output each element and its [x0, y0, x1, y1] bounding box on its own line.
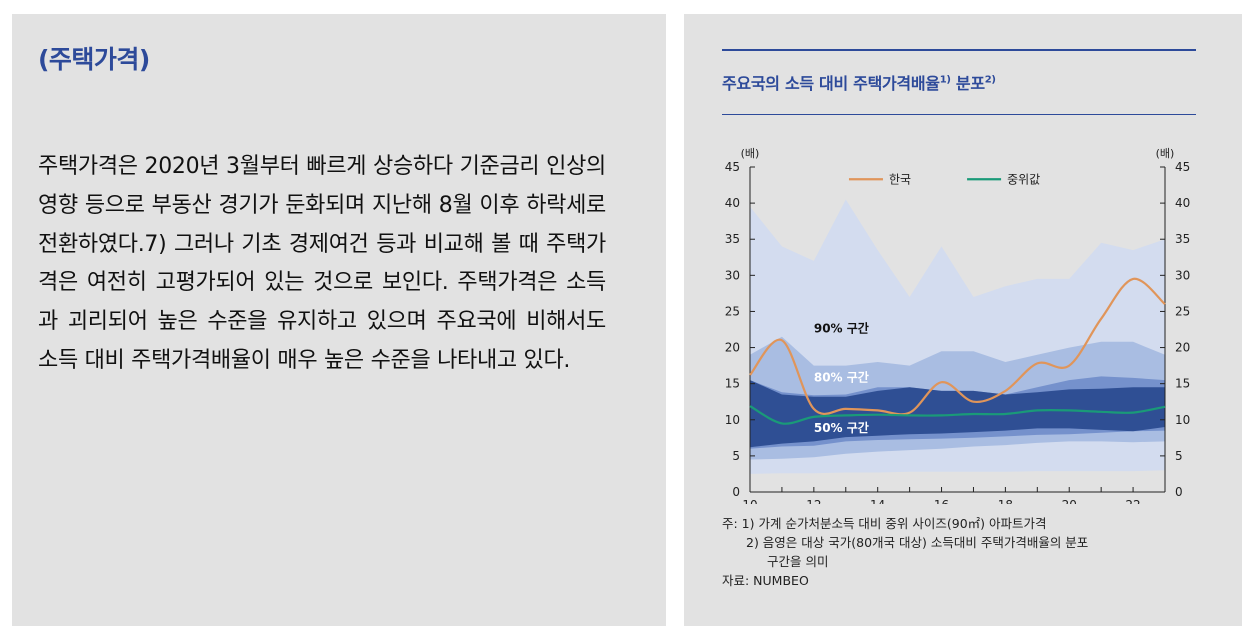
y-tick-label-right: 40 — [1175, 196, 1190, 210]
chart-title-footnote-1: 1) — [939, 74, 951, 86]
band-label-80: 80% 구간 — [814, 370, 869, 385]
band-label-50: 50% 구간 — [814, 420, 869, 435]
y-tick-label-right: 25 — [1175, 304, 1190, 318]
y-tick-label-left: 10 — [725, 413, 740, 427]
legend-korea-label: 한국 — [889, 172, 911, 186]
chart-lines — [749, 277, 1166, 425]
x-tick-label: 16 — [934, 498, 949, 504]
y-tick-label-right: 30 — [1175, 268, 1190, 282]
y-tick-label-left: 40 — [725, 196, 740, 210]
text-panel: (주택가격) 주택가격은 2020년 3월부터 빠르게 상승하다 기준금리 인상… — [12, 14, 666, 626]
y-tick-label-left: 20 — [725, 341, 740, 355]
y-tick-label-right: 45 — [1175, 160, 1190, 174]
body-paragraph: 주택가격은 2020년 3월부터 빠르게 상승하다 기준금리 인상의 영향 등으… — [38, 154, 606, 373]
korea-line — [749, 277, 1166, 416]
y-tick-label-left: 5 — [732, 449, 740, 463]
y-tick-label-right: 35 — [1175, 232, 1190, 246]
x-tick-label: 18 — [998, 498, 1013, 504]
x-tick-label: 22 — [1125, 498, 1140, 504]
source-note: 자료: NUMBEO — [722, 573, 809, 588]
y-tick-label-right: 15 — [1175, 377, 1190, 391]
x-tick-label: 10 — [742, 498, 757, 504]
y-tick-label-right: 20 — [1175, 341, 1190, 355]
note-2-cont: 구간을 의미 — [767, 554, 829, 569]
x-tick-label: 20 — [1062, 498, 1077, 504]
band-label-90: 90% 구간 — [814, 320, 869, 335]
chart-labels: 90% 구간 80% 구간 50% 구간 — [814, 320, 869, 435]
y-tick-label-right: 10 — [1175, 413, 1190, 427]
y-tick-label-left: 30 — [725, 268, 740, 282]
median-line — [749, 405, 1166, 425]
y-tick-label-left: 15 — [725, 377, 740, 391]
y-tick-label-right: 5 — [1175, 449, 1183, 463]
chart-notes: 주: 1) 가계 순가처분소득 대비 중위 사이즈(90㎡) 아파트가격 2) … — [722, 514, 1088, 590]
section-title: (주택가격) — [38, 45, 150, 74]
chart-title: 주요국의 소득 대비 주택가격배율1) 분포2) — [722, 70, 996, 94]
chart-title-suffix: 분포 — [950, 74, 985, 93]
x-tick-label: 14 — [870, 498, 885, 504]
y-unit-left: (배) — [741, 147, 760, 160]
chart-title-main: 주요국의 소득 대비 주택가격배율 — [722, 74, 940, 93]
chart-title-footnote-2: 2) — [984, 74, 996, 86]
chart-bands — [750, 199, 1165, 474]
y-tick-label-right: 0 — [1175, 485, 1183, 499]
chart-title-rule — [722, 114, 1196, 115]
y-tick-label-left: 25 — [725, 304, 740, 318]
y-unit-right: (배) — [1156, 147, 1175, 160]
note-1: 주: 1) 가계 순가처분소득 대비 중위 사이즈(90㎡) 아파트가격 — [722, 516, 1047, 531]
note-2: 2) 음영은 대상 국가(80개국 대상) 소득대비 주택가격배율의 분포 — [746, 535, 1089, 550]
y-tick-label-left: 0 — [732, 485, 740, 499]
x-tick-label: 12 — [806, 498, 821, 504]
y-tick-label-left: 45 — [725, 160, 740, 174]
chart-legend: 한국 중위값 — [848, 172, 1040, 186]
y-tick-label-left: 35 — [725, 232, 740, 246]
chart-top-rule — [722, 49, 1196, 51]
legend-median-label: 중위값 — [1007, 172, 1040, 186]
chart-panel: 주요국의 소득 대비 주택가격배율1) 분포2) 0 0 5 5 10 10 15 15 20 2… — [684, 14, 1242, 626]
